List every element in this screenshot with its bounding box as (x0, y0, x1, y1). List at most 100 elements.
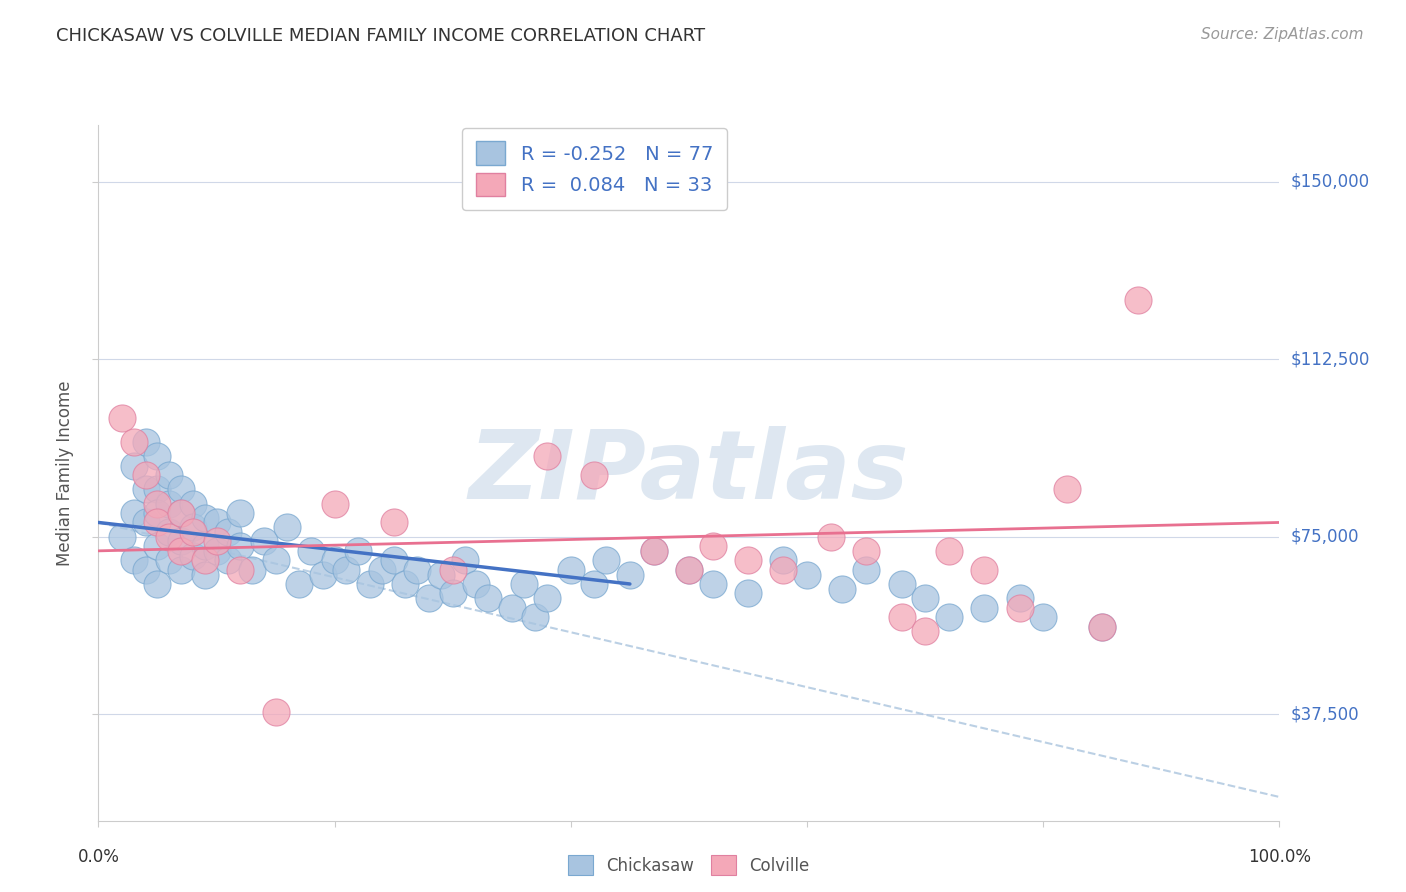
Point (536, 449, 558, 463)
Point (796, 567, 818, 582)
Point (217, 553, 239, 567)
Point (430, 567, 453, 582)
Point (938, 544, 960, 558)
Point (135, 563, 157, 577)
Point (194, 539, 217, 553)
Point (157, 530, 180, 544)
Point (453, 553, 475, 567)
Point (347, 544, 370, 558)
Point (382, 553, 405, 567)
Point (371, 563, 394, 577)
Point (938, 610, 960, 624)
Point (312, 567, 335, 582)
Point (146, 516, 169, 530)
Point (1126, 293, 1149, 307)
Point (122, 553, 145, 567)
Point (382, 516, 405, 530)
Point (170, 506, 193, 520)
Point (299, 544, 322, 558)
Point (1032, 610, 1054, 624)
Point (170, 534, 193, 549)
Point (524, 610, 547, 624)
Point (157, 553, 180, 567)
Point (194, 567, 217, 582)
Point (643, 544, 665, 558)
Point (737, 586, 759, 600)
Text: $150,000: $150,000 (1291, 173, 1369, 191)
Point (122, 506, 145, 520)
Point (1008, 591, 1031, 606)
Point (157, 524, 180, 539)
Point (855, 563, 877, 577)
Point (855, 544, 877, 558)
Point (619, 567, 641, 582)
Point (229, 563, 252, 577)
Text: $112,500: $112,500 (1291, 351, 1369, 368)
Point (205, 544, 228, 558)
Point (122, 458, 145, 473)
Point (643, 544, 665, 558)
Point (146, 496, 169, 510)
Point (536, 591, 558, 606)
Text: $75,000: $75,000 (1291, 528, 1360, 546)
Point (890, 610, 912, 624)
Point (831, 582, 853, 596)
Point (560, 563, 582, 577)
Point (122, 435, 145, 450)
Text: $37,500: $37,500 (1291, 706, 1360, 723)
Point (229, 539, 252, 553)
Point (772, 563, 794, 577)
Point (288, 577, 311, 591)
Point (229, 506, 252, 520)
Point (501, 600, 523, 615)
Point (170, 544, 193, 558)
Text: ZIPatlas: ZIPatlas (468, 426, 910, 519)
Point (441, 586, 464, 600)
Point (1008, 600, 1031, 615)
Point (205, 534, 228, 549)
Point (323, 496, 346, 510)
Point (512, 577, 534, 591)
Point (1056, 483, 1078, 497)
Point (157, 496, 180, 510)
Point (583, 468, 606, 483)
Point (135, 435, 157, 450)
Point (914, 591, 936, 606)
Point (111, 411, 134, 425)
Point (135, 468, 157, 483)
Point (678, 563, 700, 577)
Point (253, 534, 276, 549)
Point (181, 520, 204, 534)
Point (264, 553, 287, 567)
Point (170, 506, 193, 520)
Point (276, 520, 298, 534)
Point (359, 577, 381, 591)
Point (323, 553, 346, 567)
Point (465, 577, 488, 591)
Point (406, 563, 429, 577)
Point (595, 553, 617, 567)
Point (146, 577, 169, 591)
Point (146, 539, 169, 553)
Point (170, 563, 193, 577)
Point (1091, 619, 1114, 633)
Point (135, 516, 157, 530)
Point (737, 553, 759, 567)
Point (702, 539, 724, 553)
Point (914, 624, 936, 639)
Point (264, 705, 287, 719)
Text: CHICKASAW VS COLVILLE MEDIAN FAMILY INCOME CORRELATION CHART: CHICKASAW VS COLVILLE MEDIAN FAMILY INCO… (56, 27, 706, 45)
Point (772, 553, 794, 567)
Point (146, 506, 169, 520)
Point (441, 563, 464, 577)
Point (181, 524, 204, 539)
Y-axis label: Median Family Income: Median Family Income (56, 380, 75, 566)
Point (1091, 619, 1114, 633)
Point (394, 577, 416, 591)
Point (170, 483, 193, 497)
Point (146, 483, 169, 497)
Point (973, 563, 995, 577)
Point (181, 549, 204, 563)
Point (205, 516, 228, 530)
Point (702, 577, 724, 591)
